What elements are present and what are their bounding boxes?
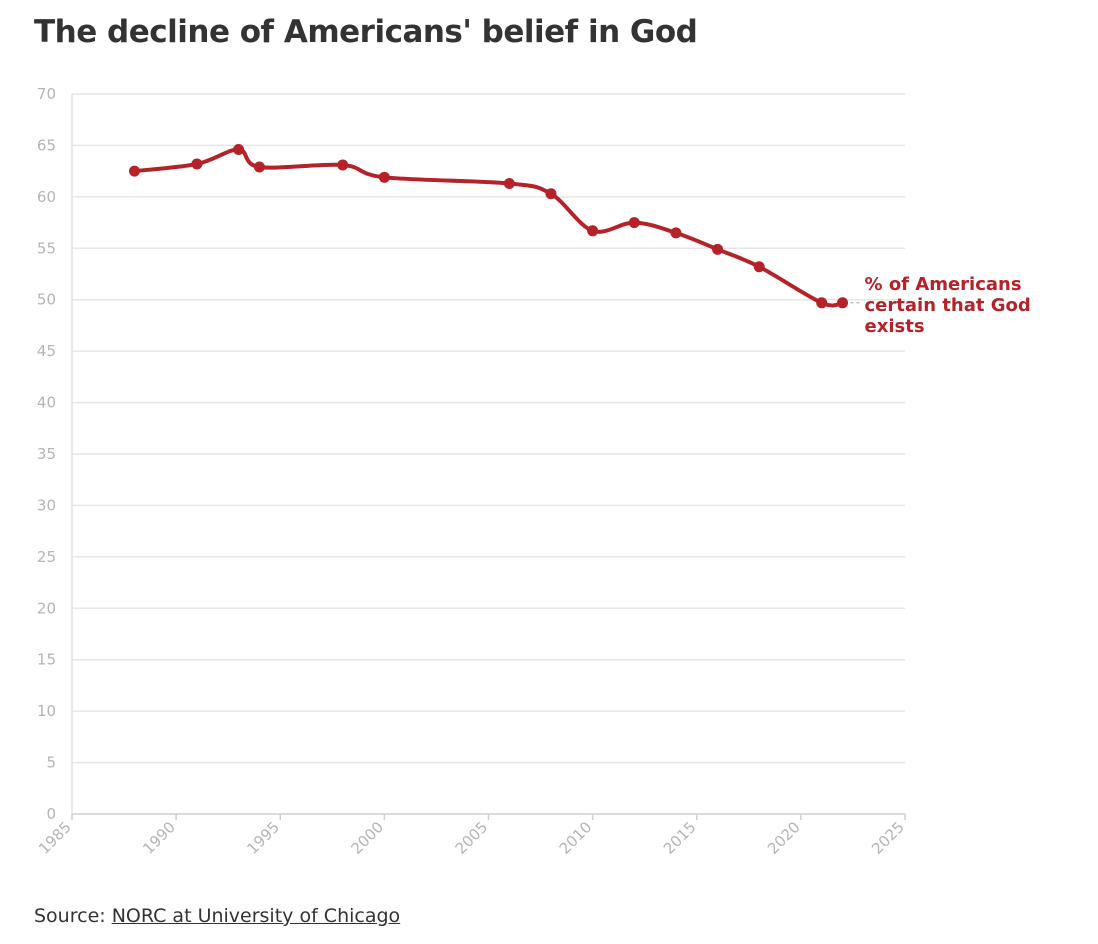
y-tick-label: 45 — [37, 342, 56, 360]
x-tick-label: 2015 — [660, 818, 700, 858]
data-point — [378, 171, 390, 183]
data-point — [712, 243, 724, 255]
data-point — [128, 165, 140, 177]
data-point — [253, 161, 265, 173]
y-tick-label: 25 — [37, 548, 56, 566]
data-point — [587, 225, 599, 237]
series-label-line: certain that God — [865, 295, 1031, 316]
x-tick-label: 2010 — [556, 818, 596, 858]
series-label-line: exists — [865, 316, 925, 337]
y-tick-label: 5 — [46, 754, 56, 772]
y-tick-label: 30 — [37, 496, 56, 514]
y-tick-label: 65 — [37, 136, 56, 154]
data-point — [337, 159, 349, 171]
y-tick-label: 50 — [37, 291, 56, 309]
x-tick-label: 2000 — [347, 818, 387, 858]
data-point — [753, 261, 765, 273]
y-tick-label: 55 — [37, 239, 56, 257]
y-tick-label: 15 — [37, 651, 56, 669]
data-point — [191, 158, 203, 170]
x-tick-label: 1990 — [139, 818, 179, 858]
x-tick-label: 1985 — [35, 818, 75, 858]
data-point — [837, 297, 849, 309]
y-tick-label: 35 — [37, 445, 56, 463]
data-point — [628, 217, 640, 229]
series-label: % of Americans certain that God exists — [865, 274, 1031, 337]
x-tick-label: 2005 — [452, 818, 492, 858]
x-tick-label: 1995 — [243, 818, 283, 858]
source-prefix: Source: — [34, 905, 112, 927]
x-tick-label: 2020 — [764, 818, 804, 858]
data-point — [545, 188, 557, 200]
source-link[interactable]: NORC at University of Chicago — [111, 905, 401, 927]
data-point — [816, 297, 828, 309]
chart-title: The decline of Americans' belief in God — [34, 14, 698, 50]
series-label-line: % of Americans — [865, 274, 1022, 295]
y-tick-label: 70 — [37, 85, 56, 103]
y-tick-label: 10 — [37, 702, 56, 720]
data-point — [503, 177, 515, 189]
grid-layer — [72, 93, 905, 815]
y-tick-label: 60 — [37, 188, 56, 206]
series-line — [132, 147, 845, 308]
data-point — [233, 144, 245, 156]
x-tick-label: 2025 — [868, 818, 908, 858]
source-note: Source: NORC at University of Chicago — [34, 905, 400, 927]
series-layer — [128, 144, 849, 309]
data-point — [670, 227, 682, 239]
y-tick-label: 20 — [37, 599, 56, 617]
y-tick-label: 0 — [46, 805, 56, 823]
y-tick-label: 40 — [37, 394, 56, 412]
label-layer: % of Americans certain that God exists — [850, 274, 1031, 337]
